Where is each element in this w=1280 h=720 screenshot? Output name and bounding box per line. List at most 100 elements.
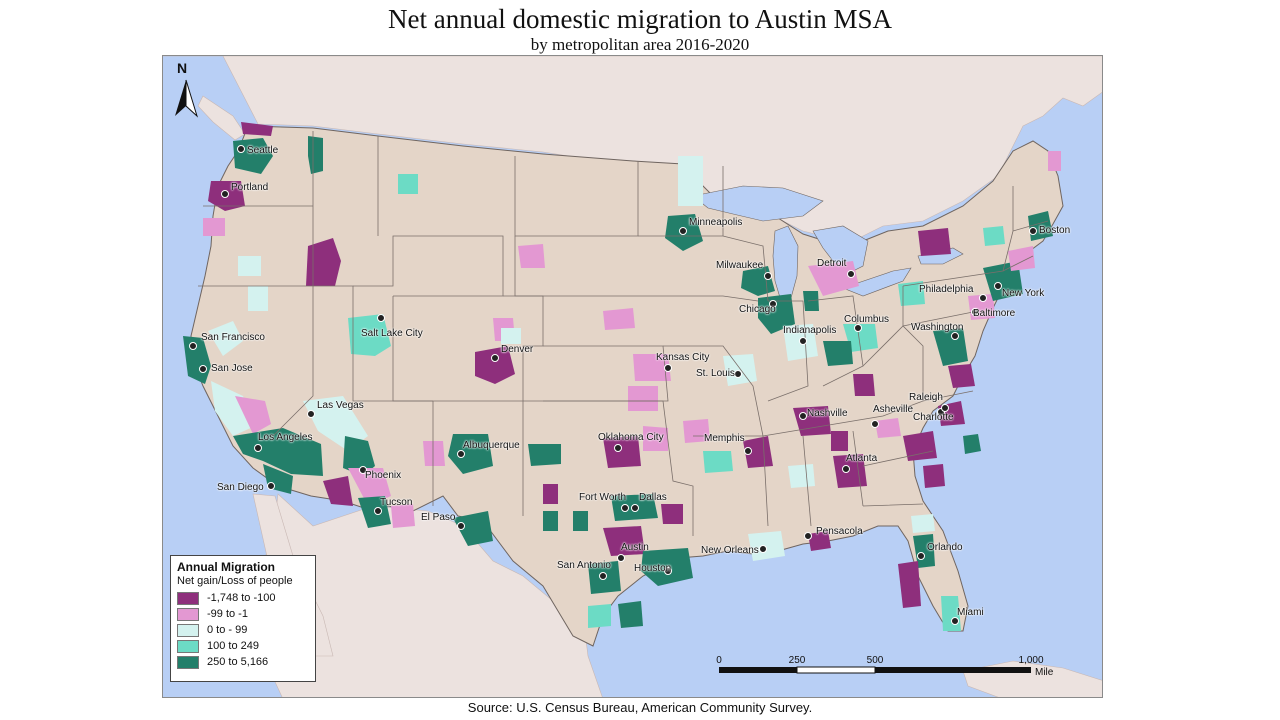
city-marker-icon bbox=[842, 465, 850, 473]
region-boise bbox=[306, 238, 341, 286]
city-label: Columbus bbox=[844, 314, 890, 325]
legend-title: Annual Migration bbox=[177, 560, 275, 574]
city-label: Houston bbox=[634, 563, 672, 574]
scale-bar: 0 250 500 1,000 Miles bbox=[713, 652, 1058, 682]
region-washington bbox=[933, 328, 968, 366]
map-subtitle: by metropolitan area 2016-2020 bbox=[530, 35, 750, 54]
city-label: Phoenix bbox=[365, 470, 402, 481]
city-label: St. Louis bbox=[696, 368, 735, 379]
city-label: Atlanta bbox=[846, 453, 878, 464]
state-line bbox=[1002, 186, 1049, 272]
state-line bbox=[862, 450, 934, 507]
legend-label: 0 to - 99 bbox=[207, 624, 248, 636]
city-marker-icon bbox=[237, 145, 245, 153]
city-label: Pensacola bbox=[816, 526, 863, 537]
region-eugene bbox=[203, 218, 225, 236]
city-marker-icon bbox=[377, 314, 385, 322]
region-central-ca bbox=[211, 381, 255, 436]
region-sioux-falls bbox=[518, 244, 545, 268]
legend-item: 250 to 5,166 bbox=[177, 654, 309, 670]
region-bellingham bbox=[241, 122, 273, 136]
region-laredo bbox=[588, 604, 611, 628]
city-marker-icon bbox=[941, 404, 949, 412]
north-arrow-icon bbox=[175, 79, 199, 118]
city-label: Boston bbox=[1039, 225, 1071, 236]
city-label: Los Angeles bbox=[258, 432, 313, 443]
source-note: Source: U.S. Census Bureau, American Com… bbox=[467, 700, 813, 715]
north-arrow-letter: N bbox=[177, 60, 188, 76]
city-label: Nashville bbox=[807, 408, 848, 419]
state-line bbox=[862, 325, 924, 401]
city-label: Raleigh bbox=[909, 392, 943, 403]
city-marker-icon bbox=[744, 447, 752, 455]
region-bakersfield bbox=[235, 396, 271, 434]
state-line bbox=[514, 236, 658, 297]
city-marker-icon bbox=[267, 482, 275, 490]
city-marker-icon bbox=[979, 294, 987, 302]
region-bend bbox=[238, 256, 261, 276]
city-label: Baltimore bbox=[973, 308, 1016, 319]
city-label: Charlotte bbox=[913, 412, 954, 423]
region-corpus bbox=[618, 601, 643, 628]
region-kansas-city bbox=[633, 354, 671, 381]
city-label: Oklahoma City bbox=[598, 432, 664, 443]
region-jackson-ms bbox=[703, 451, 733, 473]
city-marker-icon bbox=[917, 552, 925, 560]
city-label: Las Vegas bbox=[317, 400, 364, 411]
legend-label: -1,748 to -100 bbox=[207, 592, 276, 604]
region-pittsburgh bbox=[898, 281, 925, 306]
city-label: Kansas City bbox=[656, 352, 710, 363]
legend-item: -1,748 to -100 bbox=[177, 590, 309, 606]
legend-item: -99 to -1 bbox=[177, 606, 309, 622]
region-memphis bbox=[743, 436, 773, 468]
region-columbus bbox=[843, 324, 878, 352]
city-label: Seattle bbox=[247, 145, 279, 156]
legend-label: 100 to 249 bbox=[207, 640, 259, 652]
region-boulder bbox=[501, 328, 521, 344]
city-label: Albuquerque bbox=[463, 440, 520, 451]
region-jacksonville bbox=[911, 514, 935, 533]
city-label: New York bbox=[1002, 288, 1045, 299]
city-marker-icon bbox=[847, 270, 855, 278]
city-label: Chicago bbox=[739, 304, 776, 315]
city-marker-icon bbox=[769, 300, 777, 308]
region-detroit bbox=[808, 261, 859, 296]
region-midland bbox=[543, 511, 558, 531]
city-label: Milwaukee bbox=[716, 260, 764, 271]
city-label: Orlando bbox=[927, 542, 963, 553]
city-marker-icon bbox=[614, 444, 622, 452]
region-birmingham bbox=[788, 464, 815, 488]
region-waco bbox=[573, 511, 588, 531]
region-albany bbox=[983, 226, 1005, 246]
state-boundaries bbox=[198, 131, 1049, 536]
city-label: Minneapolis bbox=[689, 217, 743, 228]
city-marker-icon bbox=[254, 444, 262, 452]
region-las-vegas bbox=[303, 396, 368, 451]
city-label: Dallas bbox=[639, 492, 667, 503]
region-el-paso-2 bbox=[423, 441, 445, 466]
city-marker-icon bbox=[994, 282, 1002, 290]
city-marker-icon bbox=[359, 466, 367, 474]
city-marker-icon bbox=[664, 364, 672, 372]
city-marker-icon bbox=[679, 227, 687, 235]
state-line bbox=[514, 156, 639, 237]
region-new-orleans bbox=[748, 531, 785, 561]
city-marker-icon bbox=[457, 450, 465, 458]
legend-label: 250 to 5,166 bbox=[207, 656, 269, 668]
city-marker-icon bbox=[199, 365, 207, 373]
region-oklahoma-city bbox=[603, 436, 641, 468]
scale-segment bbox=[875, 667, 1031, 673]
city-marker-icon bbox=[854, 324, 862, 332]
map-canvas bbox=[163, 56, 1102, 697]
city-label: Portland bbox=[231, 182, 269, 193]
legend-swatch bbox=[177, 623, 199, 637]
city-marker-icon bbox=[621, 504, 629, 512]
city-label: El Paso bbox=[421, 512, 456, 523]
city-label: Salt Lake City bbox=[361, 328, 423, 339]
state-line bbox=[353, 235, 504, 297]
state-line bbox=[762, 390, 974, 437]
legend-swatch bbox=[177, 655, 199, 669]
city-marker-icon bbox=[491, 354, 499, 362]
city-marker-icon bbox=[871, 420, 879, 428]
city-label: New Orleans bbox=[701, 545, 759, 556]
